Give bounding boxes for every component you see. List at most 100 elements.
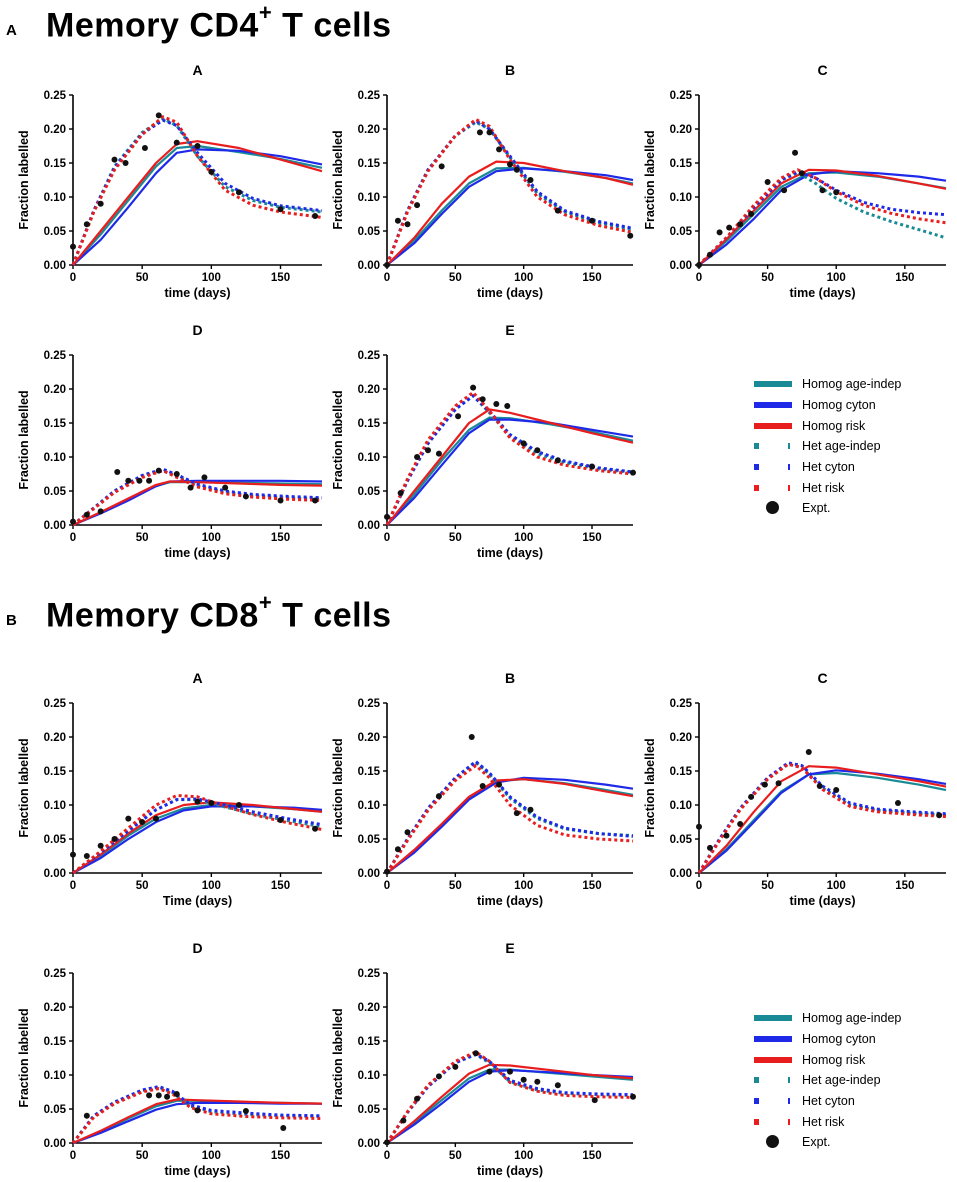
x-axis-label: time (days) bbox=[165, 546, 231, 560]
chart-cd4-a: A 0.00 0.05 0.10 0.15 0.20 0.25 0 50 100 150 time (… bbox=[17, 62, 323, 300]
chart-cd8-b: B 0.00 0.05 0.10 0.15 0.20 0.25 0 50 100 150 time (… bbox=[331, 670, 634, 908]
series-line-het-cyton bbox=[385, 119, 634, 266]
x-axis-label: time (days) bbox=[790, 286, 856, 300]
x-tick-label: 150 bbox=[271, 1150, 290, 1162]
expt-point bbox=[833, 787, 840, 794]
chart-cd8-d: D 0.00 0.05 0.10 0.15 0.20 0.25 0 50 100 150 time (… bbox=[17, 940, 323, 1178]
expt-point bbox=[520, 440, 527, 447]
x-tick-label: 100 bbox=[514, 880, 533, 892]
y-axis-label: Fraction labelled bbox=[17, 130, 31, 229]
expt-point bbox=[141, 145, 148, 152]
expt-point bbox=[122, 160, 129, 166]
section-title-cd8-tail: T cells bbox=[272, 596, 392, 635]
chart-title: D bbox=[192, 322, 202, 338]
y-tick-label: 0.05 bbox=[358, 486, 381, 498]
expt-point bbox=[554, 207, 561, 214]
expt-point bbox=[173, 1091, 180, 1098]
section-title-cd4-sup: + bbox=[258, 0, 273, 25]
legend-item-het-risk: Het risk bbox=[752, 1111, 901, 1132]
y-tick-label: 0.00 bbox=[358, 1138, 380, 1150]
x-tick-label: 50 bbox=[136, 1150, 149, 1162]
legend-label: Homog age-indep bbox=[802, 1011, 902, 1026]
y-tick-label: 0.25 bbox=[358, 90, 381, 102]
y-tick-label: 0.15 bbox=[44, 158, 67, 170]
y-tick-label: 0.05 bbox=[670, 834, 693, 846]
legend-label: Het risk bbox=[802, 1114, 845, 1129]
series-line-het-age-indep bbox=[697, 171, 947, 267]
y-tick-label: 0.00 bbox=[358, 520, 380, 532]
y-tick-label: 0.00 bbox=[44, 260, 66, 272]
expt-point bbox=[833, 189, 840, 196]
expt-point bbox=[414, 202, 421, 209]
legend-label: Expt. bbox=[802, 501, 831, 516]
x-tick-label: 150 bbox=[895, 880, 914, 892]
x-tick-label: 50 bbox=[136, 272, 149, 284]
legend-cd8: Homog age-indep Homog cyton Homog risk H… bbox=[752, 1008, 901, 1153]
series-line-homog-age-indep bbox=[72, 481, 323, 527]
legend-item-het-cyton: Het cyton bbox=[752, 457, 901, 478]
chart-title: C bbox=[817, 62, 827, 78]
legend-swatch-expt bbox=[752, 501, 796, 515]
expt-point bbox=[208, 168, 215, 175]
y-tick-label: 0.25 bbox=[44, 698, 67, 710]
x-tick-label: 150 bbox=[271, 532, 290, 544]
x-tick-label: 100 bbox=[202, 880, 221, 892]
y-tick-label: 0.05 bbox=[44, 226, 67, 238]
x-tick-label: 150 bbox=[582, 272, 601, 284]
expt-point bbox=[136, 477, 143, 484]
y-tick-label: 0.00 bbox=[358, 868, 380, 880]
series-line-het-cyton bbox=[697, 170, 947, 267]
expt-point bbox=[716, 229, 723, 236]
expt-point bbox=[513, 166, 520, 173]
expt-point bbox=[394, 217, 401, 224]
y-tick-label: 0.25 bbox=[44, 350, 67, 362]
x-tick-label: 0 bbox=[696, 880, 702, 892]
x-tick-label: 50 bbox=[449, 532, 462, 544]
x-tick-label: 50 bbox=[761, 880, 774, 892]
y-tick-label: 0.05 bbox=[44, 1104, 67, 1116]
y-tick-label: 0.20 bbox=[44, 384, 66, 396]
series-line-homog-age-indep bbox=[698, 171, 947, 266]
expt-point bbox=[70, 518, 76, 525]
legend-swatch-het-risk bbox=[752, 481, 796, 495]
expt-point bbox=[125, 815, 132, 822]
expt-point bbox=[397, 490, 404, 497]
expt-point bbox=[894, 799, 901, 806]
legend-item-expt: Expt. bbox=[752, 498, 901, 519]
y-tick-label: 0.10 bbox=[44, 800, 66, 812]
legend-swatch-het-cyton bbox=[752, 1094, 796, 1108]
legend-label: Homog age-indep bbox=[802, 377, 902, 392]
expt-point bbox=[792, 149, 799, 156]
expt-point bbox=[775, 780, 782, 787]
expt-point bbox=[146, 1092, 153, 1099]
section-letter-cd4: A bbox=[6, 22, 17, 39]
expt-point bbox=[513, 810, 520, 817]
expt-point bbox=[173, 471, 180, 477]
y-tick-label: 0.00 bbox=[44, 868, 66, 880]
expt-point bbox=[312, 213, 319, 220]
series-line-homog-age-indep bbox=[386, 778, 634, 874]
expt-point bbox=[242, 1108, 249, 1115]
legend-swatch-het-age-indep bbox=[752, 439, 796, 453]
legend-swatch-homog-cyton bbox=[752, 1032, 796, 1046]
series-line-het-cyton bbox=[697, 761, 947, 874]
series-line-homog-risk bbox=[72, 1098, 323, 1145]
expt-point bbox=[723, 832, 730, 839]
legend-label: Het cyton bbox=[802, 460, 855, 475]
expt-point bbox=[534, 1078, 541, 1085]
series-line-het-cyton bbox=[71, 1085, 323, 1144]
y-axis-label: Fraction labelled bbox=[331, 738, 345, 837]
x-tick-label: 100 bbox=[202, 1150, 221, 1162]
series-line-het-risk bbox=[71, 115, 323, 266]
y-tick-label: 0.20 bbox=[44, 732, 66, 744]
y-tick-label: 0.00 bbox=[670, 260, 692, 272]
expt-point bbox=[111, 836, 118, 842]
section-title-cd8-main: Memory CD8 bbox=[46, 596, 259, 635]
x-tick-label: 150 bbox=[582, 880, 601, 892]
expt-point bbox=[111, 156, 118, 163]
expt-point bbox=[696, 262, 702, 268]
y-tick-label: 0.00 bbox=[670, 868, 692, 880]
section-title-cd4-main: Memory CD4 bbox=[46, 6, 259, 45]
expt-point bbox=[187, 484, 194, 491]
y-tick-label: 0.25 bbox=[358, 698, 381, 710]
